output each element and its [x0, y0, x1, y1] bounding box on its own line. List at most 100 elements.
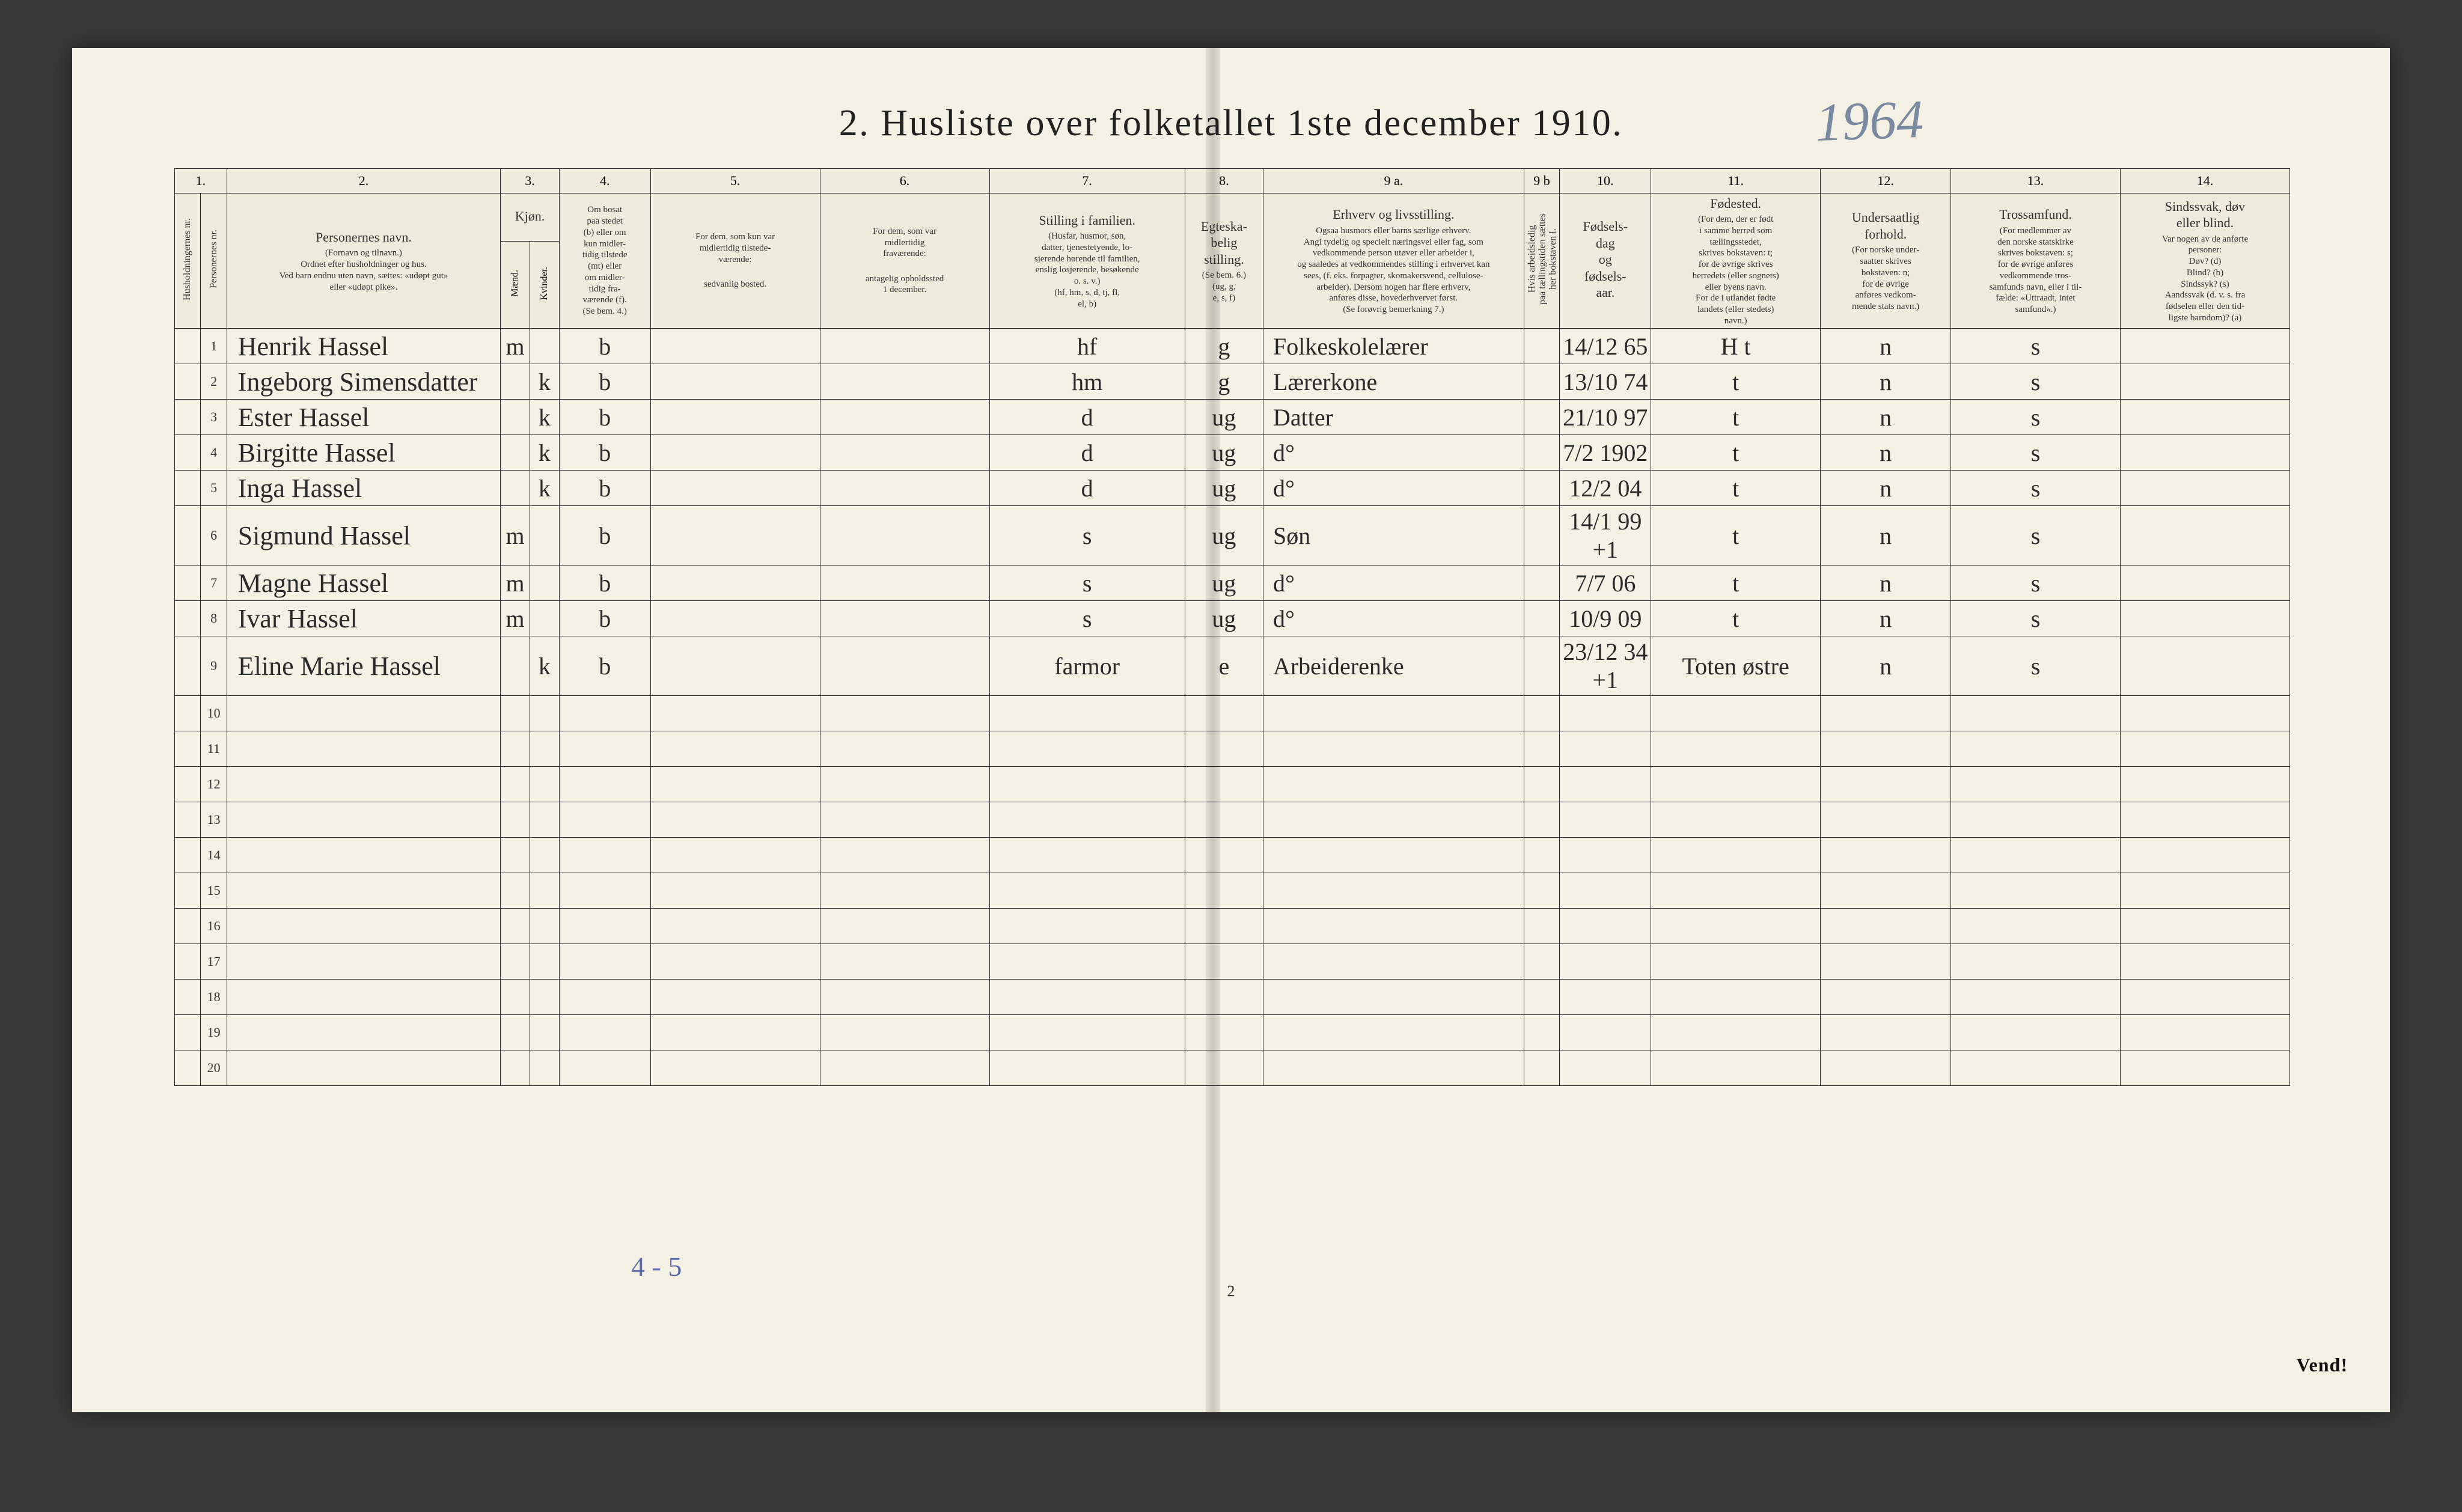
cell-mand	[501, 636, 530, 696]
cell-hush-nr	[175, 731, 201, 767]
cell-fodested: t	[1651, 601, 1821, 636]
table-row: 19	[175, 1015, 2290, 1050]
cell-empty	[227, 909, 500, 944]
cell-empty	[1821, 909, 1951, 944]
cell-mand: m	[501, 565, 530, 601]
cell-empty	[1263, 980, 1524, 1015]
cell-empty	[1524, 944, 1560, 980]
cell-midl-fravar	[820, 565, 989, 601]
cell-empty	[1524, 909, 1560, 944]
cell-midl-tilstede	[650, 565, 820, 601]
hdr-arbeidsledig: Hvis arbeidsledig paa tællingstiden sætt…	[1524, 194, 1560, 329]
cell-fodselsdato: 14/1 99 +1	[1560, 506, 1651, 565]
cell-empty	[1560, 980, 1651, 1015]
cell-empty	[559, 1050, 650, 1086]
cell-egteskab: ug	[1185, 506, 1263, 565]
cell-name: Ester Hassel	[227, 400, 500, 435]
cell-midl-fravar	[820, 400, 989, 435]
table-row: 13	[175, 802, 2290, 838]
cell-empty	[559, 696, 650, 731]
cell-fodselsdato: 14/12 65	[1560, 329, 1651, 364]
cell-empty	[559, 802, 650, 838]
cell-midl-fravar	[820, 636, 989, 696]
cell-fodselsdato: 7/7 06	[1560, 565, 1651, 601]
table-row: 3Ester HasselkbdugDatter21/10 97tns	[175, 400, 2290, 435]
cell-empty	[1524, 873, 1560, 909]
cell-empty	[227, 767, 500, 802]
cell-empty	[1821, 1015, 1951, 1050]
cell-empty	[989, 731, 1185, 767]
cell-empty	[650, 767, 820, 802]
cell-empty	[1524, 802, 1560, 838]
cell-hush-nr	[175, 364, 201, 400]
cell-empty	[1821, 944, 1951, 980]
cell-empty	[650, 873, 820, 909]
cell-empty	[559, 944, 650, 980]
cell-person-nr: 11	[201, 731, 227, 767]
cell-empty	[650, 838, 820, 873]
cell-empty	[1651, 838, 1821, 873]
cell-familie: hm	[989, 364, 1185, 400]
cell-bosat: b	[559, 506, 650, 565]
hdr-fodested: Fødested. (For dem, der er født i samme …	[1651, 194, 1821, 329]
cell-bosat: b	[559, 435, 650, 471]
cell-empty	[2120, 767, 2289, 802]
cell-empty	[989, 944, 1185, 980]
cell-empty	[650, 696, 820, 731]
cell-sindssvak	[2120, 601, 2289, 636]
cell-empty	[1560, 731, 1651, 767]
cell-undersaat: n	[1821, 329, 1951, 364]
cell-egteskab: ug	[1185, 400, 1263, 435]
cell-empty	[820, 1015, 989, 1050]
cell-familie: d	[989, 471, 1185, 506]
cell-midl-tilstede	[650, 506, 820, 565]
cell-empty	[1821, 767, 1951, 802]
cell-person-nr: 4	[201, 435, 227, 471]
cell-erhverv: d°	[1263, 565, 1524, 601]
cell-empty	[1185, 731, 1263, 767]
colnum-9a: 9 a.	[1263, 169, 1524, 194]
cell-empty	[1651, 802, 1821, 838]
cell-person-nr: 3	[201, 400, 227, 435]
cell-hush-nr	[175, 767, 201, 802]
cell-empty	[559, 980, 650, 1015]
colnum-7: 7.	[989, 169, 1185, 194]
cell-arbeidsledig	[1524, 565, 1560, 601]
cell-empty	[1651, 1050, 1821, 1086]
cell-empty	[501, 802, 530, 838]
cell-empty	[1951, 1050, 2121, 1086]
cell-empty	[989, 767, 1185, 802]
cell-egteskab: g	[1185, 329, 1263, 364]
table-row: 12	[175, 767, 2290, 802]
cell-familie: hf	[989, 329, 1185, 364]
cell-person-nr: 10	[201, 696, 227, 731]
cell-trossamfund: s	[1951, 471, 2121, 506]
cell-fodested: t	[1651, 506, 1821, 565]
cell-egteskab: ug	[1185, 471, 1263, 506]
table-row: 10	[175, 696, 2290, 731]
cell-fodselsdato: 10/9 09	[1560, 601, 1651, 636]
cell-empty	[650, 944, 820, 980]
cell-arbeidsledig	[1524, 364, 1560, 400]
cell-empty	[2120, 873, 2289, 909]
cell-trossamfund: s	[1951, 400, 2121, 435]
cell-fodselsdato: 21/10 97	[1560, 400, 1651, 435]
hdr-trossamfund: Trossamfund. (For medlemmer av den norsk…	[1951, 194, 2121, 329]
cell-undersaat: n	[1821, 400, 1951, 435]
cell-person-nr: 2	[201, 364, 227, 400]
cell-fodselsdato: 13/10 74	[1560, 364, 1651, 400]
cell-empty	[989, 909, 1185, 944]
cell-midl-tilstede	[650, 601, 820, 636]
table-row: 20	[175, 1050, 2290, 1086]
cell-empty	[1560, 767, 1651, 802]
cell-midl-tilstede	[650, 400, 820, 435]
cell-empty	[227, 838, 500, 873]
cell-empty	[2120, 838, 2289, 873]
table-row: 17	[175, 944, 2290, 980]
cell-hush-nr	[175, 696, 201, 731]
cell-empty	[227, 1015, 500, 1050]
cell-empty	[1951, 944, 2121, 980]
cell-hush-nr	[175, 980, 201, 1015]
table-row: 9Eline Marie HasselkbfarmoreArbeiderenke…	[175, 636, 2290, 696]
cell-empty	[530, 980, 560, 1015]
